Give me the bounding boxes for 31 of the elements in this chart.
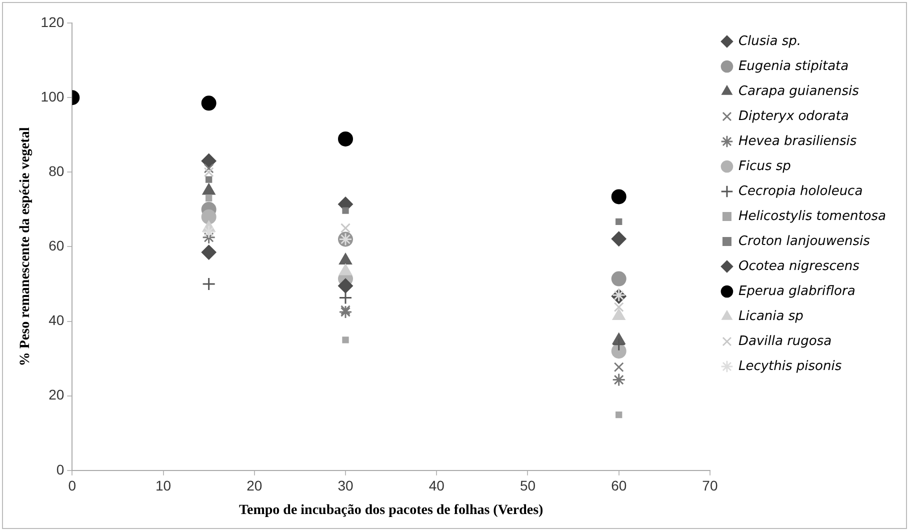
- x-tick-label: 70: [702, 478, 718, 494]
- y-tick-label: 80: [48, 162, 64, 179]
- y-tick-label: 60: [48, 238, 64, 254]
- x-tick-label: 60: [611, 478, 627, 494]
- legend-label: Carapa guianensis: [738, 84, 860, 99]
- legend-label: Helicostylis tomentosa: [738, 208, 886, 224]
- x-tick-label: 20: [246, 478, 262, 494]
- x-tick-label: 0: [68, 478, 76, 494]
- legend-label: Ficus sp: [738, 158, 791, 174]
- x-tick-label: 40: [428, 478, 445, 494]
- y-tick-label: 20: [48, 386, 64, 403]
- y-tick-label: 40: [48, 312, 64, 328]
- legend-label: Ocotea nigrescens: [738, 258, 860, 274]
- y-tick-label: 120: [40, 14, 64, 30]
- y-axis-title: % Peso remanescente da espécie vegetal: [18, 127, 34, 366]
- x-tick-label: 10: [155, 478, 172, 494]
- x-tick-label: 30: [338, 478, 354, 494]
- legend-label: Clusia sp.: [738, 34, 802, 49]
- legend-label: Davilla rugosa: [738, 334, 832, 349]
- x-axis-title: Tempo de incubação dos pacotes de folhas (Verdes): [238, 503, 544, 518]
- legend-label: Croton lanjouwensis: [738, 234, 870, 249]
- legend-label: Eugenia stipitata: [738, 58, 849, 74]
- legend-label: Licania sp: [738, 308, 804, 324]
- legend-label: Lecythis pisonis: [738, 358, 842, 374]
- legend-label: Hevea brasiliensis: [738, 134, 857, 149]
- legend-label: Eperua glabriflora: [738, 284, 856, 299]
- x-tick-label: 50: [520, 478, 536, 494]
- y-tick-label: 0: [56, 461, 64, 478]
- legend-label: Cecropia hololeuca: [738, 184, 863, 199]
- y-tick-label: 100: [40, 88, 64, 104]
- legend-label: Dipteryx odorata: [738, 108, 849, 124]
